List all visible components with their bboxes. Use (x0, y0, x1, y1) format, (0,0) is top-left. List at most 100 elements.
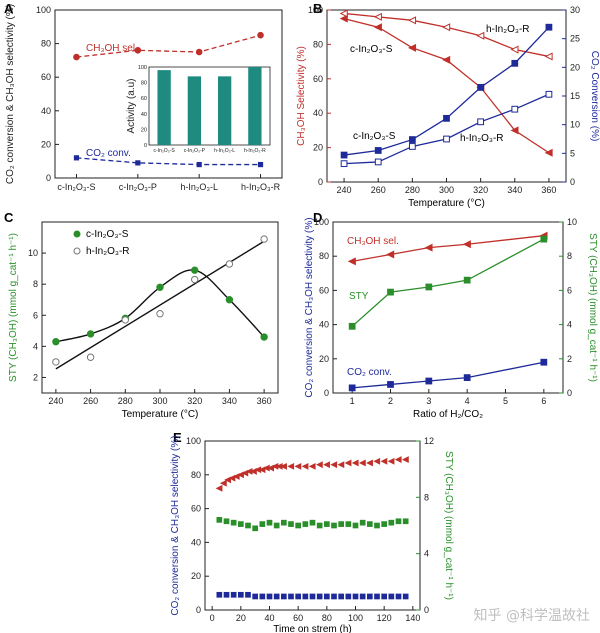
inset-category-label: h-In₂O₃-R (244, 148, 266, 154)
d-data-point (348, 384, 356, 392)
b-annotation: c-In₂O₃-S (353, 131, 396, 142)
d-data-point (347, 257, 356, 266)
inset-bar (248, 67, 262, 145)
e-data-point (330, 461, 338, 469)
b-yr-tick-label: 15 (570, 91, 580, 101)
b-annotation: h-In₂O₃-R (460, 133, 504, 144)
e-data-point (237, 591, 244, 598)
c-y-tick-label: 10 (28, 248, 38, 258)
d-ylabel-right: STY (CH₃OH) (mmol g_cat⁻¹ h⁻¹) (587, 233, 598, 382)
e-data-point (241, 469, 249, 477)
e-data-point (237, 471, 244, 479)
b-data-point (510, 126, 519, 135)
c-fit-line (55, 240, 265, 370)
e-data-point (316, 522, 323, 529)
inset-tick-label: 100 (138, 65, 147, 71)
e-data-point (295, 522, 302, 529)
d-data-point (540, 235, 548, 243)
b-x-tick-label: 240 (337, 185, 352, 195)
c-data-point (191, 275, 199, 284)
c-x-tick-label: 240 (48, 396, 63, 406)
c-x-tick-label: 300 (152, 396, 167, 406)
d-yr-tick-label: 6 (567, 285, 572, 295)
b-data-point (408, 43, 417, 52)
plot-frame (204, 440, 421, 611)
c-legend-label: c-In₂O₃-S (86, 229, 129, 240)
e-data-point (315, 461, 323, 469)
b-data-point (477, 118, 485, 126)
b-ylabel-left: CH₃OH Selectivity (%) (296, 46, 307, 146)
e-xlabel: Time on strem (h) (273, 624, 352, 633)
inset-category-label: c-In₂O₃-S (154, 148, 176, 154)
b-data-point (339, 9, 348, 18)
c-y-tick-label: 8 (33, 279, 38, 289)
inset-tick-label: 20 (141, 127, 147, 133)
inset-category-label: h-In₂O₃-L (214, 148, 235, 154)
a-y-tick-label: 40 (41, 106, 51, 116)
c-x-tick-label: 320 (187, 396, 202, 406)
e-x-tick-label: 0 (210, 613, 215, 623)
b-data-point (510, 45, 519, 54)
c-x-tick-label: 340 (222, 396, 237, 406)
b-data-point (408, 143, 416, 150)
e-data-point (230, 519, 237, 526)
e-data-point (288, 593, 294, 600)
inset-tick-label: 0 (144, 143, 147, 149)
inset-bar (187, 76, 202, 145)
b-data-point (373, 23, 382, 32)
a-category-label: c-In₂O₃-S (57, 182, 95, 192)
c-data-point (52, 358, 60, 366)
c-ylabel: STY (CH₃OH) (mmol g_cat⁻¹ h⁻¹) (8, 233, 19, 382)
b-data-point (545, 90, 553, 98)
e-data-point (344, 459, 352, 467)
e-data-point (358, 459, 366, 467)
e-data-point (294, 462, 302, 470)
e-data-point (245, 591, 251, 598)
a-data-point (195, 48, 203, 56)
e-data-point (216, 591, 223, 598)
e-data-point (273, 522, 280, 529)
d-series-line (351, 238, 545, 327)
e-data-point (245, 522, 251, 529)
watermark: 知乎 @科学温故社 (473, 608, 590, 624)
e-yr-tick-label: 12 (424, 436, 434, 446)
a-category-label: h-In₂O₃-L (180, 182, 218, 192)
a-series-line (76, 34, 261, 58)
c-x-tick-label: 260 (83, 396, 98, 406)
e-data-point (280, 519, 287, 526)
d-yl-tick-label: 60 (319, 285, 329, 295)
e-data-point (359, 593, 366, 600)
b-data-point (544, 148, 553, 157)
a-y-tick-label: 80 (41, 39, 51, 49)
panel-label: B (313, 1, 322, 16)
d-x-tick-label: 4 (465, 396, 470, 406)
a-data-point (196, 161, 202, 168)
e-yl-tick-label: 40 (191, 537, 201, 547)
b-data-point (476, 31, 485, 40)
e-data-point (352, 593, 359, 600)
e-data-point (219, 479, 227, 487)
e-data-point (394, 456, 402, 463)
e-yl-tick-label: 80 (191, 470, 201, 480)
e-data-point (258, 466, 266, 474)
e-data-point (402, 518, 409, 525)
e-ylabel-left: CO₂ conversion & CH₃OH selectivity (%) (170, 435, 181, 615)
e-yl-tick-label: 0 (196, 605, 201, 615)
b-data-point (408, 136, 416, 143)
d-yl-tick-label: 20 (319, 354, 329, 364)
c-y-tick-label: 4 (33, 341, 38, 351)
a-y-tick-label: 0 (46, 173, 51, 183)
d-yr-tick-label: 8 (567, 251, 572, 261)
a-y-tick-label: 60 (41, 72, 51, 82)
d-x-tick-label: 6 (541, 396, 546, 406)
b-x-tick-label: 300 (439, 185, 454, 195)
c-y-tick-label: 2 (33, 372, 38, 382)
d-data-point (462, 240, 471, 249)
e-data-point (374, 593, 380, 600)
e-yl-tick-label: 60 (191, 504, 201, 514)
d-series-label: CH₃OH sel. (347, 236, 399, 247)
c-data-point (191, 266, 199, 274)
c-data-point (52, 338, 60, 346)
b-data-point (408, 16, 417, 25)
inset-ylabel: Activity (a.u) (126, 78, 137, 133)
